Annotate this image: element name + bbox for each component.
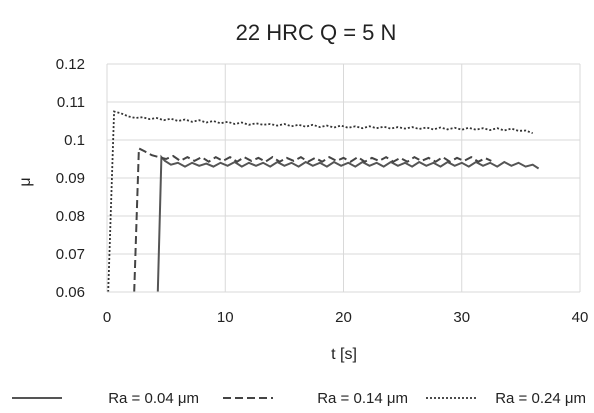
y-tick-label: 0.1 xyxy=(64,132,85,149)
x-tick-label: 30 xyxy=(453,309,470,326)
series-lines xyxy=(107,110,540,293)
legend-item-1: Ra = 0.04 μm xyxy=(12,390,199,407)
gridlines xyxy=(106,63,581,293)
y-tick-label: 0.07 xyxy=(56,246,85,263)
series-line-2 xyxy=(133,146,492,293)
y-tick-label: 0.08 xyxy=(56,208,85,225)
axes: 0.06 0.07 0.08 0.09 0.1 0.11 0.12 0 10 20 30 40 xyxy=(56,56,589,326)
series-line-3 xyxy=(107,110,534,293)
x-tick-label: 10 xyxy=(217,309,234,326)
x-tick-label: 0 xyxy=(103,309,111,326)
x-axis-label: t [s] xyxy=(331,346,357,363)
legend: Ra = 0.04 μm Ra = 0.14 μm Ra = 0.24 μm xyxy=(12,390,586,407)
x-tick-label: 20 xyxy=(335,309,352,326)
y-tick-label: 0.09 xyxy=(56,170,85,187)
y-tick-label: 0.12 xyxy=(56,56,85,73)
y-axis-label: μ xyxy=(17,177,34,186)
chart-title: 22 HRC Q = 5 N xyxy=(236,20,397,45)
legend-label: Ra = 0.14 μm xyxy=(317,390,408,407)
x-tick-label: 40 xyxy=(572,309,589,326)
y-tick-label: 0.06 xyxy=(56,284,85,301)
legend-item-2: Ra = 0.14 μm xyxy=(223,390,408,407)
legend-label: Ra = 0.04 μm xyxy=(108,390,199,407)
series-line-1 xyxy=(156,154,540,293)
legend-label: Ra = 0.24 μm xyxy=(495,390,586,407)
legend-item-3: Ra = 0.24 μm xyxy=(426,390,586,407)
y-tick-label: 0.11 xyxy=(57,94,85,111)
